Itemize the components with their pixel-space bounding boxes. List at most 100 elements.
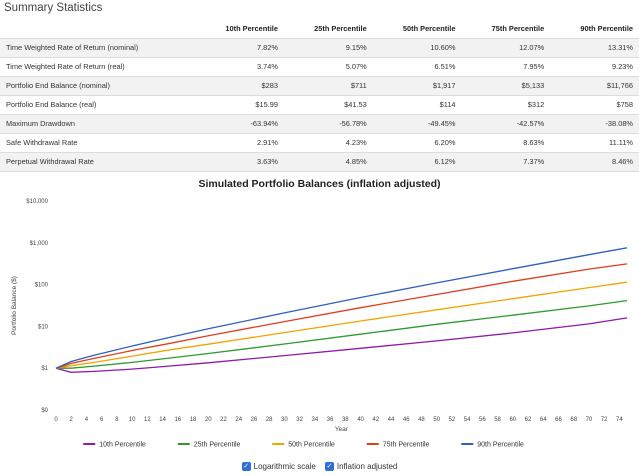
logarithmic-scale-option[interactable]: ✓ Logarithmic scale (241, 462, 316, 471)
row-label: Maximum Drawdown (0, 113, 196, 133)
x-tick-label: 20 (205, 417, 212, 423)
x-tick-label: 16 (174, 417, 181, 423)
x-tick-label: 68 (570, 417, 577, 423)
summary-statistics-heading: Summary Statistics (4, 2, 103, 14)
x-tick-label: 36 (327, 417, 334, 423)
table-cell: 4.23% (283, 132, 373, 152)
table-cell: 6.12% (372, 151, 462, 172)
table-cell: 10.60% (372, 37, 462, 57)
table-row: Time Weighted Rate of Return (nominal) 7… (0, 37, 639, 57)
logarithmic-scale-checkbox[interactable]: ✓ (241, 462, 251, 471)
table-cell: -42.57% (461, 113, 551, 133)
table-cell: 3.63% (195, 151, 284, 172)
x-tick-label: 40 (357, 417, 364, 423)
legend-label: 50th Percentile (288, 442, 335, 449)
table-header-blank (0, 19, 195, 38)
inflation-adjusted-label: Inflation adjusted (336, 462, 398, 471)
x-tick-label: 22 (220, 417, 227, 423)
table-row: Safe Withdrawal Rate 2.91% 4.23% 6.20% 8… (0, 132, 639, 152)
x-tick-label: 74 (616, 417, 623, 423)
table-header-25th: 25th Percentile (314, 23, 367, 33)
x-tick-label: 10 (129, 417, 136, 423)
table-header-50th: 50th Percentile (402, 23, 456, 33)
series-line (55, 247, 628, 369)
table-row: Maximum Drawdown -63.94% -56.78% -49.45%… (0, 113, 639, 133)
table-cell: $283 (195, 75, 284, 95)
y-tick-label: $0 (41, 408, 48, 414)
y-tick-label: $10 (38, 324, 49, 330)
table-header-10th: 10th Percentile (225, 23, 278, 33)
row-label: Safe Withdrawal Rate (0, 132, 196, 152)
table-header-75th: 75th Percentile (491, 23, 545, 33)
table-header-90th: 90th Percentile (580, 23, 633, 33)
table-cell: 2.91% (195, 132, 284, 152)
y-tick-label: $1 (41, 366, 48, 372)
table-cell: -63.94% (195, 113, 284, 133)
table-cell: $758 (550, 94, 639, 114)
series-line (55, 317, 628, 373)
table-cell: $41.53 (283, 94, 373, 114)
x-tick-label: 70 (586, 417, 593, 423)
table-cell: $11,766 (550, 75, 639, 95)
table-cell: 7.95% (461, 56, 551, 76)
legend-label: 25th Percentile (194, 442, 241, 449)
x-tick-label: 64 (540, 417, 547, 423)
legend-label: 10th Percentile (99, 442, 146, 449)
table-cell: 6.51% (372, 56, 462, 76)
row-label: Portfolio End Balance (nominal) (0, 75, 196, 95)
table-cell: 7.37% (461, 151, 551, 172)
table-cell: $312 (461, 94, 551, 114)
x-tick-label: 28 (266, 417, 273, 423)
table-row: Portfolio End Balance (real) $15.99 $41.… (0, 94, 639, 114)
x-tick-label: 14 (159, 417, 166, 423)
summary-statistics-table: 10th Percentile 25th Percentile 50th Per… (0, 19, 639, 172)
y-tick-label: $10,000 (26, 199, 48, 205)
table-row: Perpetual Withdrawal Rate 3.63% 4.85% 6.… (0, 151, 639, 172)
x-tick-label: 52 (449, 417, 456, 423)
row-label: Time Weighted Rate of Return (nominal) (0, 37, 196, 57)
x-tick-label: 54 (464, 417, 471, 423)
x-tick-label: 56 (479, 417, 486, 423)
table-cell: 4.85% (283, 151, 373, 172)
x-tick-label: 34 (312, 417, 319, 423)
x-tick-label: 2 (70, 417, 74, 423)
x-tick-label: 72 (601, 417, 608, 423)
table-cell: 9.15% (283, 37, 373, 57)
x-tick-label: 12 (144, 417, 151, 423)
table-cell: 6.20% (372, 132, 462, 152)
x-tick-label: 8 (115, 417, 119, 423)
x-tick-label: 50 (433, 417, 440, 423)
table-cell: $1,917 (372, 75, 462, 95)
chart-options: ✓ Logarithmic scale ✓ Inflation adjusted (0, 462, 639, 471)
y-tick-label: $100 (35, 283, 49, 289)
logarithmic-scale-label: Logarithmic scale (253, 462, 316, 471)
table-cell: 7.82% (195, 37, 284, 57)
table-cell: -38.08% (550, 113, 639, 133)
x-tick-label: 48 (418, 417, 425, 423)
inflation-adjusted-checkbox[interactable]: ✓ (324, 462, 334, 471)
table-cell: 12.07% (461, 37, 551, 57)
table-cell: 9.23% (550, 56, 639, 76)
x-tick-label: 24 (235, 417, 242, 423)
table-cell: $15.99 (195, 94, 284, 114)
table-cell: $5,133 (461, 75, 551, 95)
table-cell: -49.45% (372, 113, 462, 133)
x-tick-label: 18 (190, 417, 197, 423)
x-tick-label: 0 (54, 417, 58, 423)
chart-title: Simulated Portfolio Balances (inflation … (198, 178, 441, 190)
x-tick-label: 6 (100, 417, 104, 423)
table-cell: 8.63% (461, 132, 551, 152)
x-tick-label: 60 (509, 417, 516, 423)
table-cell: 3.74% (195, 56, 284, 76)
y-tick-label: $1,000 (30, 241, 49, 247)
table-cell: $114 (372, 94, 462, 114)
y-axis-title: Portfolio Balance ($) (11, 276, 18, 335)
table-row: Time Weighted Rate of Return (real) 3.74… (0, 56, 639, 76)
x-tick-label: 66 (555, 417, 562, 423)
series-line (55, 281, 628, 369)
inflation-adjusted-option[interactable]: ✓ Inflation adjusted (324, 462, 398, 471)
series-line (55, 263, 628, 369)
table-cell: -56.78% (283, 113, 373, 133)
x-tick-label: 26 (251, 417, 258, 423)
